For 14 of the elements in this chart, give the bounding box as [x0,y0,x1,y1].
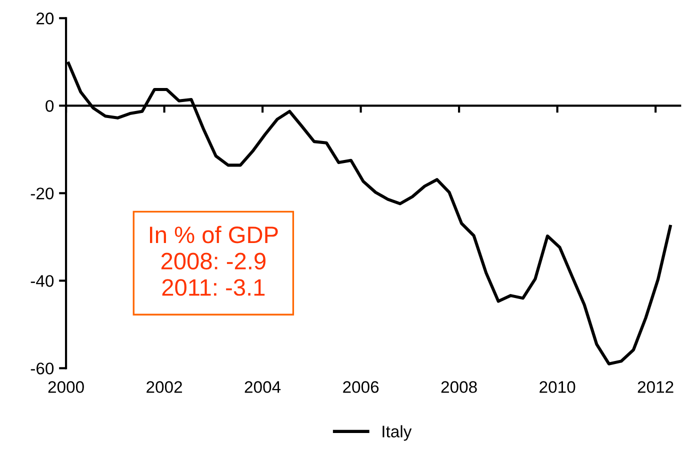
x-tick-label: 2008 [441,381,477,393]
y-tick-label: -40 [30,275,54,287]
y-tick-label: -60 [30,362,54,374]
x-tick-label: 2012 [638,381,674,393]
x-tick-label: 2002 [146,381,182,393]
y-tick-label: 0 [46,100,54,112]
y-tick-label: -20 [30,188,54,200]
x-tick-label: 2000 [48,381,84,393]
y-tick-label: 20 [36,12,54,24]
annotation: In % of GDP 2008: -2.9 2011: -3.1 [150,226,278,296]
x-tick-label: 2010 [540,381,576,393]
x-tick-label: 2004 [244,381,281,393]
legend-label: Italy [382,425,412,441]
x-tick-label: 2006 [343,381,379,393]
